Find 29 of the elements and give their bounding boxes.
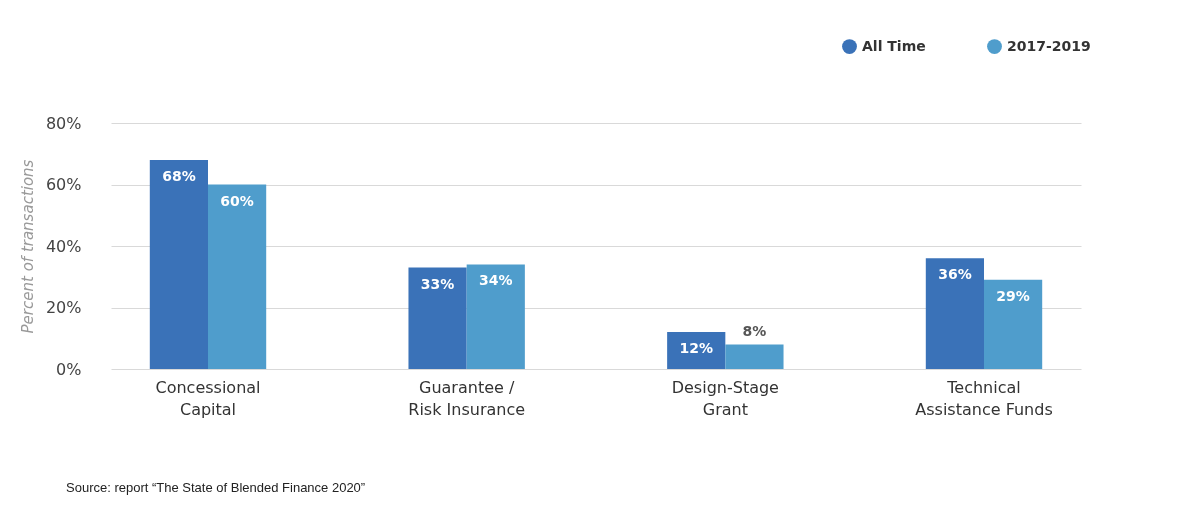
- bar: [667, 332, 726, 369]
- bar: [984, 279, 1043, 369]
- data-label: 29%: [996, 287, 1030, 304]
- y-tick-label: 40%: [45, 236, 82, 256]
- x-tick-label: Concessional Capital: [155, 377, 261, 419]
- y-tick-label: 0%: [56, 359, 82, 379]
- data-label: 8%: [742, 323, 767, 340]
- data-label: 12%: [679, 340, 713, 357]
- legend-label: All Time: [862, 37, 926, 54]
- legend-label: 2017-2019: [1007, 37, 1091, 54]
- bar: [149, 159, 208, 369]
- bar: [466, 264, 525, 369]
- bar: [725, 344, 784, 369]
- y-tick-label: 60%: [45, 175, 82, 194]
- data-label: 36%: [938, 266, 972, 283]
- y-axis-title: Percent of transactions: [18, 159, 37, 334]
- bar: [925, 258, 984, 369]
- data-label: 34%: [479, 272, 513, 289]
- data-label: 33%: [420, 275, 455, 292]
- data-label: 60%: [220, 192, 254, 209]
- x-tick-label: Design-Stage Grant: [671, 377, 779, 419]
- bar: [208, 184, 267, 369]
- data-label: 68%: [162, 167, 196, 184]
- x-tick-label: Guarantee / Risk Insurance: [408, 377, 526, 419]
- bar: [408, 267, 467, 369]
- x-tick-label: Technical Assistance Funds: [915, 377, 1053, 419]
- y-tick-label: 20%: [45, 298, 82, 317]
- source-note: Source: report “The State of Blended Finance 2020”: [66, 480, 366, 495]
- y-tick-label: 80%: [45, 113, 82, 133]
